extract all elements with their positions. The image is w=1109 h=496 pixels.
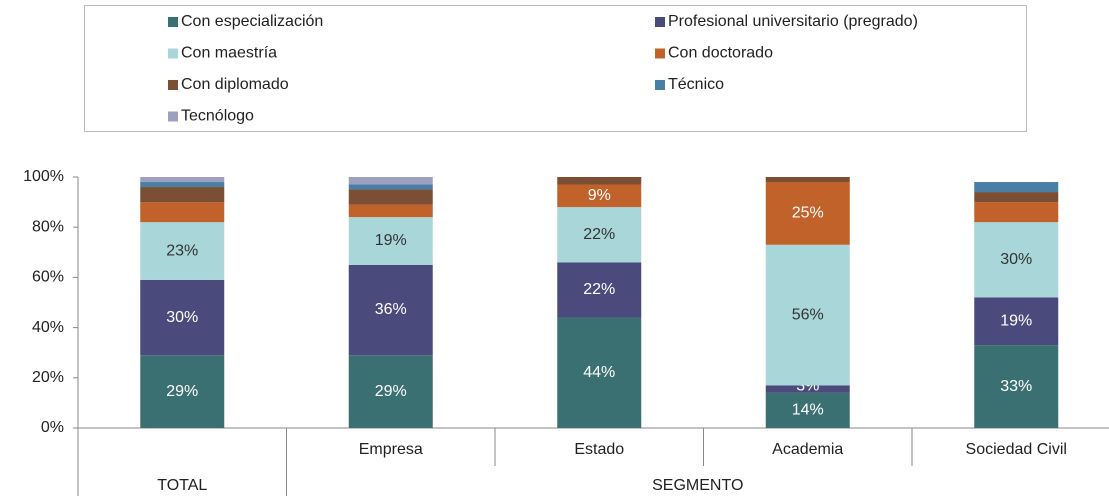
- data-label: 25%: [792, 205, 824, 222]
- y-tick-label: 100%: [23, 168, 64, 185]
- data-label: 14%: [792, 402, 824, 419]
- data-label: 19%: [375, 232, 407, 249]
- bar-segment: [140, 182, 225, 188]
- bar-segment: [348, 177, 433, 185]
- data-label: 56%: [792, 306, 824, 323]
- bar-segment: [348, 355, 433, 428]
- legend-swatch: [168, 80, 178, 90]
- bar-segment: [765, 392, 850, 428]
- data-label: 30%: [1000, 251, 1032, 268]
- bar-segment: [140, 222, 225, 280]
- data-label: 23%: [166, 242, 198, 259]
- bar-segment: [140, 177, 225, 183]
- bar-segment: [348, 217, 433, 265]
- bar-segment: [557, 177, 642, 185]
- y-tick-label: 20%: [32, 369, 64, 386]
- x-tick-label: Estado: [574, 441, 624, 458]
- data-label: 22%: [583, 281, 615, 298]
- bar-segment: [140, 355, 225, 428]
- data-label: 9%: [588, 187, 611, 204]
- legend-label: Con maestría: [181, 45, 277, 62]
- bar-segment: [140, 279, 225, 356]
- y-tick-label: 60%: [32, 269, 64, 286]
- legend-label: Con diplomado: [181, 76, 289, 93]
- legend-swatch: [655, 48, 665, 59]
- bar-segment: [974, 345, 1059, 428]
- legend-swatch: [655, 80, 665, 90]
- bar-segment: [140, 202, 225, 223]
- bar-segment: [348, 189, 433, 205]
- bar-segment: [557, 207, 642, 263]
- legend-label: Técnico: [668, 76, 724, 93]
- bar-segment: [348, 264, 433, 356]
- bar-segment: [765, 182, 850, 245]
- bar-segment: [765, 385, 850, 393]
- y-tick-label: 0%: [41, 419, 64, 436]
- data-label: 29%: [166, 383, 198, 400]
- data-label: 19%: [1000, 313, 1032, 330]
- data-label: 30%: [166, 309, 198, 326]
- group-label: TOTAL: [157, 477, 207, 494]
- legend-box: [84, 5, 1027, 132]
- bar-segment: [348, 204, 433, 218]
- legend-label: Tecnólogo: [181, 108, 254, 125]
- bar-segment: [974, 182, 1059, 193]
- group-label: SEGMENTO: [652, 477, 743, 494]
- data-label: 22%: [583, 226, 615, 243]
- y-tick-label: 40%: [32, 319, 64, 336]
- legend-swatch: [168, 48, 178, 59]
- bar-segment: [765, 177, 850, 183]
- x-tick-label: Sociedad Civil: [966, 441, 1067, 458]
- x-tick-label: Academia: [772, 441, 843, 458]
- y-tick-label: 80%: [32, 218, 64, 235]
- data-label: 33%: [1000, 378, 1032, 395]
- bar-segment: [140, 187, 225, 203]
- legend-label: Con doctorado: [668, 45, 773, 62]
- bar-segment: [974, 222, 1059, 298]
- legend-swatch: [168, 111, 178, 122]
- legend-swatch: [655, 17, 665, 27]
- legend-label: Con especialización: [181, 13, 323, 30]
- data-label: 44%: [583, 364, 615, 381]
- bar-segment: [557, 262, 642, 318]
- data-label: 36%: [375, 301, 407, 318]
- legend-swatch: [168, 17, 178, 27]
- x-tick-label: Empresa: [359, 441, 423, 458]
- bar-segment: [765, 244, 850, 386]
- bar-segment: [557, 317, 642, 428]
- bar-segment: [974, 192, 1059, 203]
- bar-segment: [974, 297, 1059, 346]
- bar-segment: [348, 184, 433, 190]
- legend-label: Profesional universitario (pregrado): [668, 13, 918, 30]
- data-label: 29%: [375, 383, 407, 400]
- bar-segment: [557, 184, 642, 208]
- bar-segment: [974, 202, 1059, 223]
